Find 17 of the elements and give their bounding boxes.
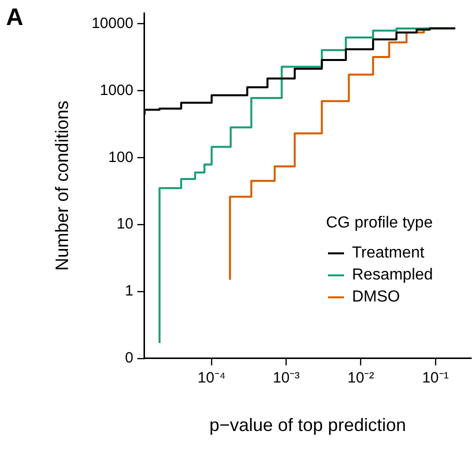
- x-tick-label: 10⁻²: [347, 370, 374, 387]
- y-tick-label: 10000: [92, 14, 134, 32]
- legend-label: Treatment: [352, 244, 425, 262]
- y-tick-label: 10: [116, 216, 134, 233]
- x-axis-title: p−value of top prediction: [209, 415, 406, 436]
- x-tick-label: 10⁻¹: [422, 370, 449, 387]
- y-tick-label: 1000: [100, 82, 134, 99]
- text: A: [6, 4, 24, 32]
- y-tick-label: 1: [124, 282, 134, 300]
- y-tick-label: 100: [108, 148, 134, 166]
- y-tick-label: 0: [124, 350, 134, 367]
- x-tick-label: 10⁻⁴: [198, 370, 226, 387]
- legend-title: CG profile type: [326, 214, 433, 232]
- x-tick-label: 10⁻³: [272, 370, 300, 387]
- y-axis-title: Number of conditions: [52, 100, 72, 271]
- legend-label: Resampled: [352, 266, 433, 284]
- legend-label: DMSO: [352, 288, 400, 306]
